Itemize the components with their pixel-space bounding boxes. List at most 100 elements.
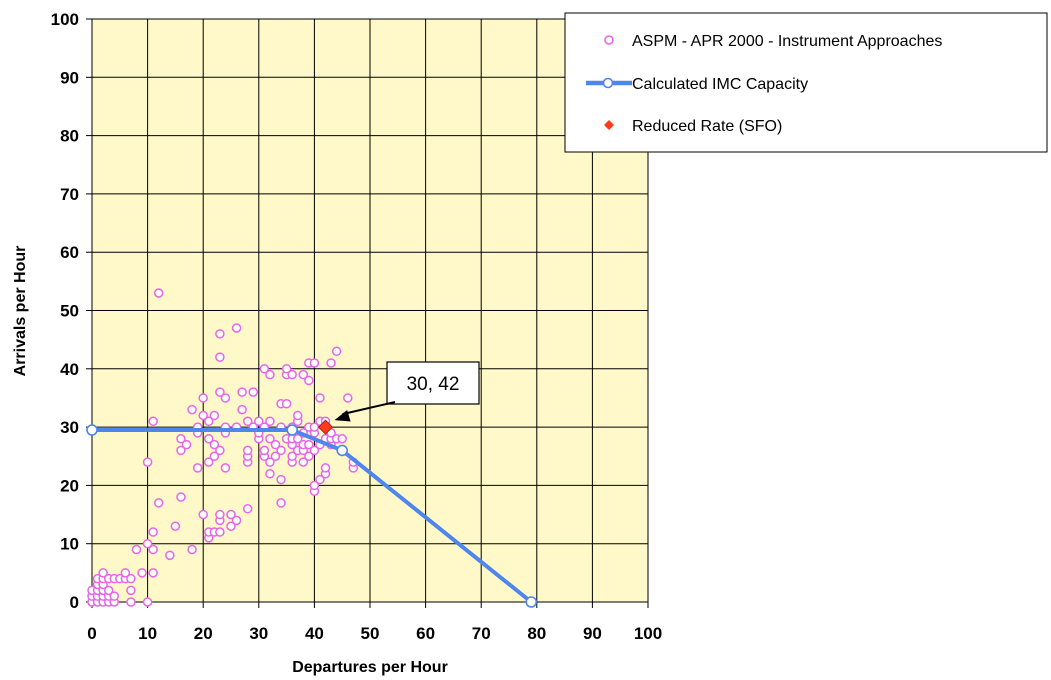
scatter-point	[237, 387, 247, 397]
scatter-point	[254, 416, 264, 427]
scatter-point	[265, 457, 275, 467]
scatter-point	[281, 364, 292, 374]
x-tick-label: 30	[249, 624, 268, 643]
legend-label-reduced-rate: Reduced Rate (SFO)	[632, 118, 782, 135]
legend-label-imc-capacity: Calculated IMC Capacity	[632, 76, 808, 93]
scatter-point	[215, 445, 225, 456]
scatter-point	[242, 416, 253, 427]
scatter-point	[148, 544, 158, 555]
scatter-point	[259, 445, 270, 456]
scatter-point	[170, 521, 181, 531]
y-tick-label: 100	[51, 10, 79, 29]
scatter-point	[215, 509, 225, 520]
scatter-point	[103, 585, 114, 596]
y-tick-label: 10	[60, 535, 79, 554]
scatter-point	[343, 393, 353, 403]
scatter-point	[248, 387, 258, 397]
imc-capacity-line	[86, 424, 538, 608]
scatter-point	[215, 329, 225, 339]
scatter-point	[315, 474, 325, 485]
scatter-point	[237, 404, 247, 415]
scatter-point	[331, 346, 342, 357]
aspm-scatter-points	[87, 288, 359, 607]
scatter-point	[198, 509, 208, 520]
scatter-point	[276, 445, 286, 456]
y-axis-tick-labels: 0 10 20 30 40 50 60 70 80 90 100	[51, 10, 79, 612]
scatter-point	[304, 439, 314, 450]
callout-box	[386, 361, 480, 405]
scatter-point	[287, 451, 297, 461]
y-tick-label: 0	[70, 593, 79, 612]
capacity-line-point	[86, 424, 98, 436]
scatter-point	[220, 463, 231, 473]
legend-line-point-icon	[602, 77, 614, 89]
scatter-point	[187, 404, 197, 415]
scatter-point	[198, 410, 208, 421]
scatter-point	[148, 568, 158, 578]
scatter-point	[326, 358, 336, 368]
x-tick-label: 40	[305, 624, 324, 643]
scatter-point	[109, 591, 119, 601]
x-tick-label: 10	[138, 624, 157, 643]
scatter-point	[265, 434, 275, 444]
scatter-point	[148, 527, 158, 537]
scatter-point	[215, 387, 225, 397]
scatter-point	[142, 538, 153, 549]
scatter-point	[126, 597, 136, 607]
scatter-point	[320, 463, 331, 473]
y-tick-label: 30	[60, 418, 79, 437]
y-tick-label: 60	[60, 243, 79, 262]
scatter-point	[220, 393, 231, 403]
legend: ASPM - APR 2000 - Instrument Approaches …	[564, 12, 1048, 153]
scatter-point	[276, 498, 286, 508]
scatter-point	[265, 468, 275, 479]
scatter-point	[176, 434, 186, 444]
scatter-point	[242, 503, 253, 514]
scatter-point	[120, 568, 131, 578]
scatter-point	[142, 457, 153, 467]
scatter-point	[276, 474, 286, 485]
scatter-point	[215, 527, 225, 537]
scatter-point	[309, 480, 320, 491]
scatter-point	[265, 416, 275, 427]
scatter-point	[176, 492, 186, 502]
scatter-point	[281, 399, 292, 409]
scatter-point	[192, 463, 203, 473]
scatter-point	[176, 445, 186, 456]
capacity-line-point	[336, 444, 349, 457]
y-tick-label: 40	[60, 360, 79, 379]
x-tick-label: 70	[472, 624, 491, 643]
capacity-line-point	[286, 424, 298, 436]
x-tick-label: 0	[87, 624, 96, 643]
x-axis-title: Departures per Hour	[292, 659, 448, 676]
scatter-point	[126, 585, 136, 596]
scatter-point	[315, 393, 325, 403]
scatter-point	[304, 451, 314, 461]
scatter-point	[148, 416, 158, 427]
scatter-point	[153, 498, 164, 508]
scatter-point	[265, 369, 275, 380]
y-tick-label: 90	[60, 68, 79, 87]
y-tick-label: 20	[60, 476, 79, 495]
scatter-point	[153, 288, 164, 298]
legend-label-aspm: ASPM - APR 2000 - Instrument Approaches	[632, 33, 942, 50]
callout-label: 30, 42	[407, 374, 460, 395]
scatter-point	[209, 439, 220, 450]
callout: 30, 42	[334, 361, 480, 422]
scatter-point	[231, 515, 242, 526]
scatter-point	[270, 451, 281, 461]
scatter-point	[309, 358, 320, 368]
x-tick-label: 100	[634, 624, 662, 643]
scatter-point	[131, 544, 142, 555]
callout-arrow-line	[342, 401, 396, 416]
legend-scatter-marker-icon	[604, 35, 614, 45]
legend-box	[564, 12, 1048, 153]
capacity-line-path	[92, 428, 533, 604]
scatter-point	[226, 509, 236, 520]
x-tick-label: 80	[527, 624, 546, 643]
x-tick-label: 20	[194, 624, 213, 643]
scatter-point	[298, 457, 309, 467]
scatter-point	[209, 410, 220, 421]
scatter-point	[242, 445, 253, 456]
